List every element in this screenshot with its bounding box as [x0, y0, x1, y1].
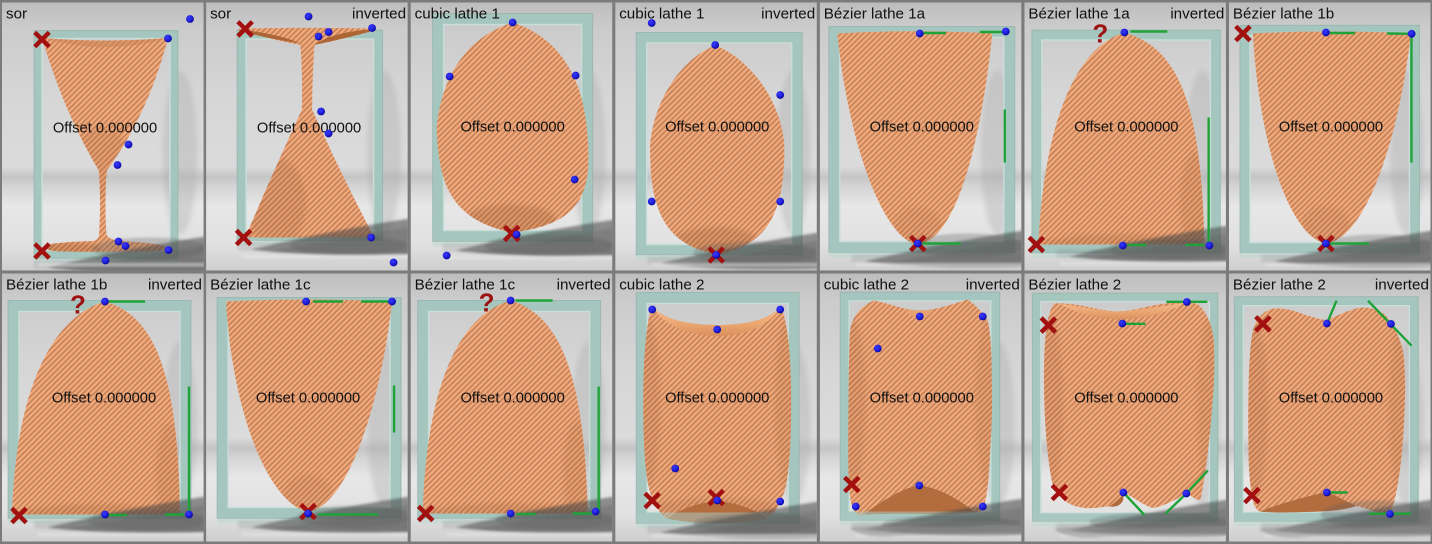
svg-text:cubic lathe 1: cubic lathe 1 — [619, 6, 704, 23]
svg-text:?: ? — [70, 290, 86, 320]
svg-text:Bézier lathe 1c: Bézier lathe 1c — [415, 277, 516, 294]
svg-text:?: ? — [479, 288, 495, 318]
svg-text:inverted: inverted — [557, 277, 611, 294]
svg-text:cubic lathe 1: cubic lathe 1 — [415, 6, 500, 23]
svg-text:sor: sor — [6, 6, 27, 23]
svg-text:Bézier lathe 1b: Bézier lathe 1b — [6, 277, 107, 294]
svg-text:inverted: inverted — [761, 6, 815, 23]
svg-text:Bézier lathe 1c: Bézier lathe 1c — [210, 277, 311, 294]
svg-text:Bézier lathe 1b: Bézier lathe 1b — [1233, 6, 1334, 23]
svg-text:Bézier lathe 2: Bézier lathe 2 — [1233, 277, 1326, 294]
svg-text:Offset 0.000000: Offset 0.000000 — [870, 391, 974, 407]
svg-text:cubic lathe 2: cubic lathe 2 — [824, 277, 909, 294]
svg-text:sor: sor — [210, 6, 231, 23]
svg-text:Offset 0.000000: Offset 0.000000 — [870, 120, 974, 136]
svg-text:inverted: inverted — [966, 277, 1020, 294]
svg-text:inverted: inverted — [352, 6, 406, 23]
svg-text:Offset 0.000000: Offset 0.000000 — [257, 121, 361, 137]
svg-text:Offset 0.000000: Offset 0.000000 — [1074, 120, 1178, 136]
svg-text:cubic lathe 2: cubic lathe 2 — [619, 277, 704, 294]
svg-text:inverted: inverted — [1170, 6, 1224, 23]
svg-text:Bézier lathe 2: Bézier lathe 2 — [1028, 277, 1121, 294]
svg-text:Offset 0.000000: Offset 0.000000 — [461, 120, 565, 136]
svg-text:Offset 0.000000: Offset 0.000000 — [1074, 391, 1178, 407]
svg-text:Offset 0.000000: Offset 0.000000 — [1279, 391, 1383, 407]
svg-text:inverted: inverted — [148, 277, 202, 294]
svg-text:Offset 0.000000: Offset 0.000000 — [665, 391, 769, 407]
svg-text:Offset 0.000000: Offset 0.000000 — [461, 391, 565, 407]
svg-text:Bézier lathe 1a: Bézier lathe 1a — [824, 6, 926, 23]
svg-text:Offset 0.000000: Offset 0.000000 — [256, 391, 360, 407]
svg-text:Offset 0.000000: Offset 0.000000 — [52, 391, 156, 407]
svg-text:Offset 0.000000: Offset 0.000000 — [53, 121, 157, 137]
svg-text:Bézier lathe 1a: Bézier lathe 1a — [1028, 6, 1130, 23]
svg-text:Offset 0.000000: Offset 0.000000 — [1279, 120, 1383, 136]
svg-text:Offset 0.000000: Offset 0.000000 — [665, 120, 769, 136]
svg-text:?: ? — [1092, 19, 1108, 49]
svg-text:inverted: inverted — [1375, 277, 1429, 294]
